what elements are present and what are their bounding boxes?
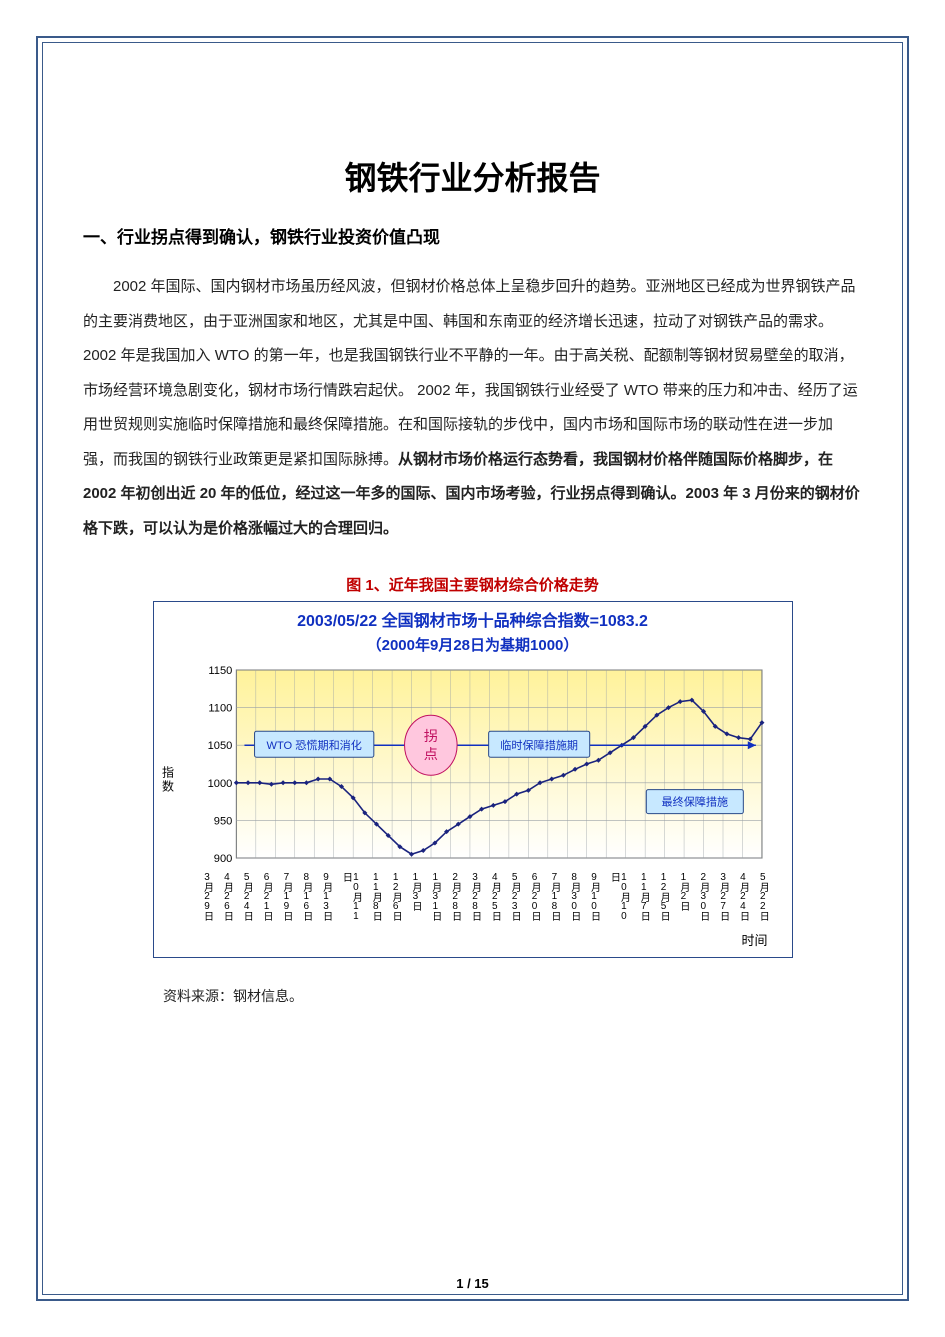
chart-x-tick: 2月30日	[698, 872, 708, 928]
svg-text:1150: 1150	[208, 665, 232, 677]
svg-text:最终保障措施: 最终保障措施	[661, 795, 728, 809]
chart-x-tick: 5月23日	[509, 872, 519, 928]
svg-text:点: 点	[423, 746, 437, 762]
svg-text:1100: 1100	[208, 703, 232, 715]
chart-title: 2003/05/22 全国钢材市场十品种综合指数=1083.2 （2000年9月…	[154, 602, 792, 658]
chart-x-axis-label: 时间	[154, 928, 792, 957]
chart-x-tick: 6月21日	[261, 872, 271, 928]
chart-x-ticks: 3月29日 4月26日 5月24日 6月21日 7月19日 8月16日 9月13日 10月11…	[202, 872, 768, 928]
chart-x-tick: 5月24日	[241, 872, 251, 928]
chart-x-tick: 9月13日	[321, 872, 331, 928]
section-heading-1: 一、行业拐点得到确认，钢铁行业投资价值凸现	[83, 223, 862, 248]
chart-x-tick: 4月25日	[489, 872, 499, 928]
chart-x-tick: 12月6日	[390, 872, 400, 928]
chart-x-tick: 1月31日	[430, 872, 440, 928]
svg-text:临时保障措施期: 临时保障措施期	[500, 738, 578, 752]
inner-border: 钢铁行业分析报告 一、行业拐点得到确认，钢铁行业投资价值凸现 2002 年国际、…	[42, 42, 903, 1295]
chart-x-tick: 6月20日	[529, 872, 539, 928]
chart-x-tick: 10月10日	[608, 872, 628, 928]
report-title: 钢铁行业分析报告	[83, 153, 862, 199]
chart-svg: 900 950 1000 1050 1100 1150 WTO 恐慌期和消化 拐点 临时保障措施…	[202, 664, 768, 864]
figure-1-chart: 2003/05/22 全国钢材市场十品种综合指数=1083.2 （2000年9月…	[153, 601, 793, 958]
figure-1-caption: 图 1、近年我国主要钢材综合价格走势	[83, 574, 862, 595]
chart-x-tick: 9月10日	[589, 872, 599, 928]
chart-x-tick: 2月28日	[450, 872, 460, 928]
chart-x-tick: 5月22日	[757, 872, 767, 928]
chart-x-tick: 3月28日	[469, 872, 479, 928]
outer-border: 钢铁行业分析报告 一、行业拐点得到确认，钢铁行业投资价值凸现 2002 年国际、…	[36, 36, 909, 1301]
chart-x-tick: 1月2日	[678, 872, 688, 928]
svg-text:拐: 拐	[423, 728, 437, 744]
document-page: 钢铁行业分析报告 一、行业拐点得到确认，钢铁行业投资价值凸现 2002 年国际、…	[0, 0, 945, 1337]
chart-x-tick: 4月24日	[737, 872, 747, 928]
chart-y-axis-label: 指数	[160, 766, 177, 794]
para1-plain: 2002 年国际、国内钢材市场虽历经风波，但钢材价格总体上呈稳步回升的趋势。亚洲…	[83, 278, 858, 468]
chart-title-line1: 2003/05/22 全国钢材市场十品种综合指数=1083.2	[297, 613, 648, 630]
chart-x-tick: 11月8日	[370, 872, 380, 928]
chart-plot-area: 900 950 1000 1050 1100 1150 WTO 恐慌期和消化 拐点 临时保障措施…	[202, 664, 768, 864]
chart-x-tick: 10月11日	[340, 872, 360, 928]
chart-x-tick: 8月30日	[569, 872, 579, 928]
svg-text:950: 950	[213, 815, 232, 827]
chart-title-line2: （2000年9月28日为基期1000）	[367, 637, 579, 654]
chart-x-tick: 8月16日	[301, 872, 311, 928]
chart-x-tick: 4月26日	[221, 872, 231, 928]
chart-x-tick: 12月5日	[658, 872, 668, 928]
page-number: 1 / 15	[0, 1276, 945, 1291]
svg-text:1050: 1050	[207, 740, 232, 752]
chart-x-tick: 1月3日	[410, 872, 420, 928]
svg-text:1000: 1000	[207, 778, 232, 790]
svg-text:900: 900	[213, 853, 232, 864]
figure-source: 资料来源：钢材信息。	[163, 986, 862, 1006]
chart-x-tick: 3月27日	[718, 872, 728, 928]
chart-x-tick: 7月18日	[549, 872, 559, 928]
svg-text:WTO 恐慌期和消化: WTO 恐慌期和消化	[266, 738, 361, 752]
paragraph-1: 2002 年国际、国内钢材市场虽历经风波，但钢材价格总体上呈稳步回升的趋势。亚洲…	[83, 270, 862, 546]
chart-x-tick: 3月29日	[202, 872, 212, 928]
chart-x-tick: 7月19日	[281, 872, 291, 928]
chart-x-tick: 11月7日	[638, 872, 648, 928]
